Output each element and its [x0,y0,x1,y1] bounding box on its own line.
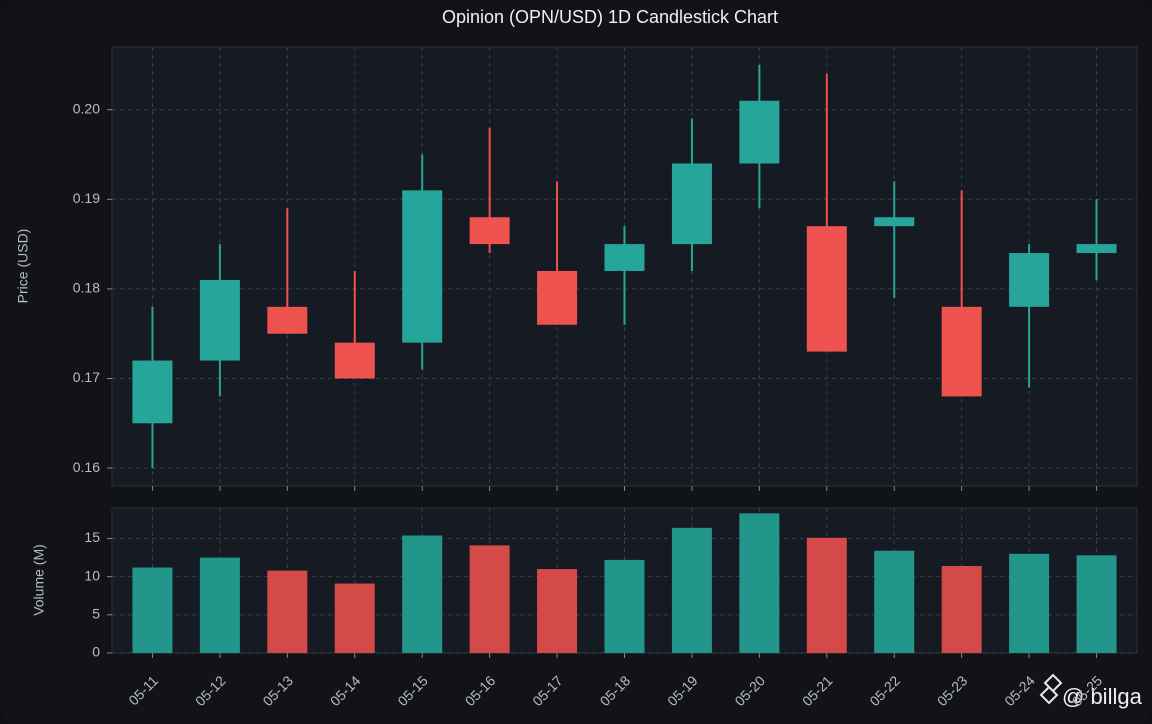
y-axis-label: Price (USD) [15,229,31,304]
candle-body [1009,253,1050,307]
candle-body [537,270,578,325]
volume-bar [941,566,982,653]
y-tick-label: 10 [84,567,100,583]
candle-body [469,217,510,245]
candle-body [334,342,375,379]
volume-bar [1076,555,1117,653]
y-axis-label: Volume (M) [31,544,47,616]
y-tick-label: 0 [92,644,100,660]
candle-body [267,306,308,334]
candle-body [739,100,780,164]
volume-bar [671,527,712,653]
volume-bar [739,513,780,653]
candle-body [199,279,240,361]
volume-bar [806,537,847,653]
volume-bar [604,559,645,653]
candle-body [402,190,443,343]
y-tick-label: 0.19 [73,190,100,206]
y-tick-label: 0.17 [73,369,100,385]
y-tick-label: 5 [92,606,100,622]
y-tick-label: 0.16 [73,459,100,475]
volume-bar [1009,553,1050,653]
volume-bar [267,570,308,653]
candle-body [604,244,645,271]
watermark-icon [1039,673,1063,705]
volume-bar [402,535,443,653]
candle-body [874,217,915,227]
volume-bar [132,567,173,653]
candle-body [806,226,847,352]
candle-body [132,360,173,424]
candle-body [941,306,982,397]
y-tick-label: 15 [84,529,100,545]
candle-body [671,163,712,245]
y-tick-label: 0.20 [73,100,100,116]
volume-bar [334,583,375,653]
volume-bar [469,545,510,653]
watermark-text: @ billga [1062,684,1143,709]
watermark: @ billga [1039,673,1143,709]
volume-bar [199,557,240,653]
volume-bar [874,550,915,653]
y-tick-label: 0.18 [73,280,100,296]
candle-body [1076,244,1117,254]
chart-title: Opinion (OPN/USD) 1D Candlestick Chart [442,7,778,27]
volume-bar [537,569,578,653]
